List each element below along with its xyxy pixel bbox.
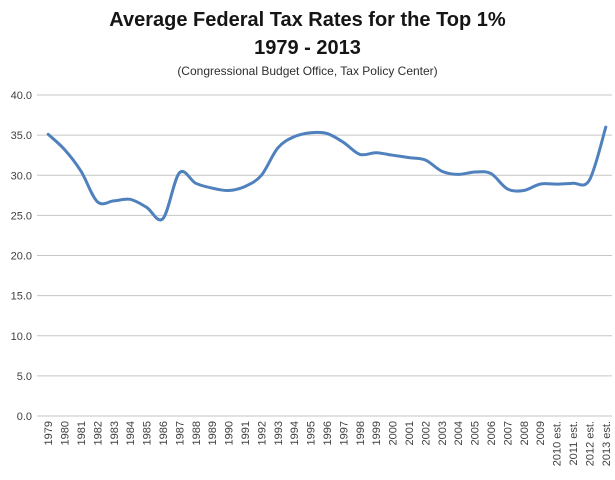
tax-rate-line-series: [46, 125, 608, 222]
x-tick-label: 2011 est.: [568, 421, 580, 465]
x-tick-label: 2000: [388, 421, 400, 445]
x-tick-label: 1979: [43, 421, 55, 445]
y-tick-label: 5.0: [17, 371, 32, 383]
x-tick-label: 2004: [453, 421, 465, 445]
x-tick-label: 1980: [60, 421, 72, 445]
x-tick-label: 2010 est.: [552, 421, 564, 466]
x-tick-label: 1982: [92, 421, 104, 445]
x-tick-label: 2012 est.: [584, 421, 596, 466]
x-tick-label: 1983: [109, 421, 121, 445]
x-tick-label: 1986: [158, 421, 170, 445]
x-tick-label: 2001: [404, 421, 416, 445]
x-tick-label: 1981: [76, 421, 88, 445]
y-tick-label: 25.0: [11, 210, 32, 222]
x-tick-label: 1989: [207, 421, 219, 445]
y-tick-label: 40.0: [11, 90, 32, 102]
x-tick-label: 1993: [273, 421, 285, 445]
x-tick-label: 2013 est.: [601, 421, 613, 466]
x-tick-label: 1985: [142, 421, 154, 445]
x-tick-label: 1992: [256, 421, 268, 445]
x-tick-label: 2005: [470, 421, 482, 445]
x-tick-label: 2003: [437, 421, 449, 445]
x-tick-label: 2007: [502, 421, 514, 445]
y-tick-label: 0.0: [17, 411, 32, 423]
y-tick-label: 35.0: [11, 130, 32, 142]
y-tick-label: 30.0: [11, 170, 32, 182]
y-tick-label: 10.0: [11, 331, 32, 343]
x-tick-label: 2009: [535, 421, 547, 445]
chart-header: Average Federal Tax Rates for the Top 1%…: [0, 6, 615, 78]
x-tick-label: 1999: [371, 421, 383, 445]
x-tick-label: 1998: [355, 421, 367, 445]
x-tick-label: 1994: [289, 421, 301, 445]
chart-subtitle: (Congressional Budget Office, Tax Policy…: [177, 64, 438, 78]
x-tick-label: 1995: [306, 421, 318, 445]
x-tick-label: 1987: [174, 421, 186, 445]
x-tick-label: 2006: [486, 421, 498, 445]
chart-title-line1: Average Federal Tax Rates for the Top 1%: [109, 9, 506, 31]
x-tick-label: 1984: [125, 421, 137, 445]
x-tick-label: 2008: [519, 421, 531, 445]
x-tick-label: 1997: [338, 421, 350, 445]
x-tick-label: 1988: [191, 421, 203, 445]
y-tick-label: 20.0: [11, 251, 32, 263]
y-tick-label: 15.0: [11, 291, 32, 303]
x-tick-label: 2002: [420, 421, 432, 445]
x-tick-label: 1990: [224, 421, 236, 445]
x-tick-label: 1991: [240, 421, 252, 445]
x-tick-label: 1996: [322, 421, 334, 445]
chart-title-line2: 1979 - 2013: [254, 37, 361, 59]
